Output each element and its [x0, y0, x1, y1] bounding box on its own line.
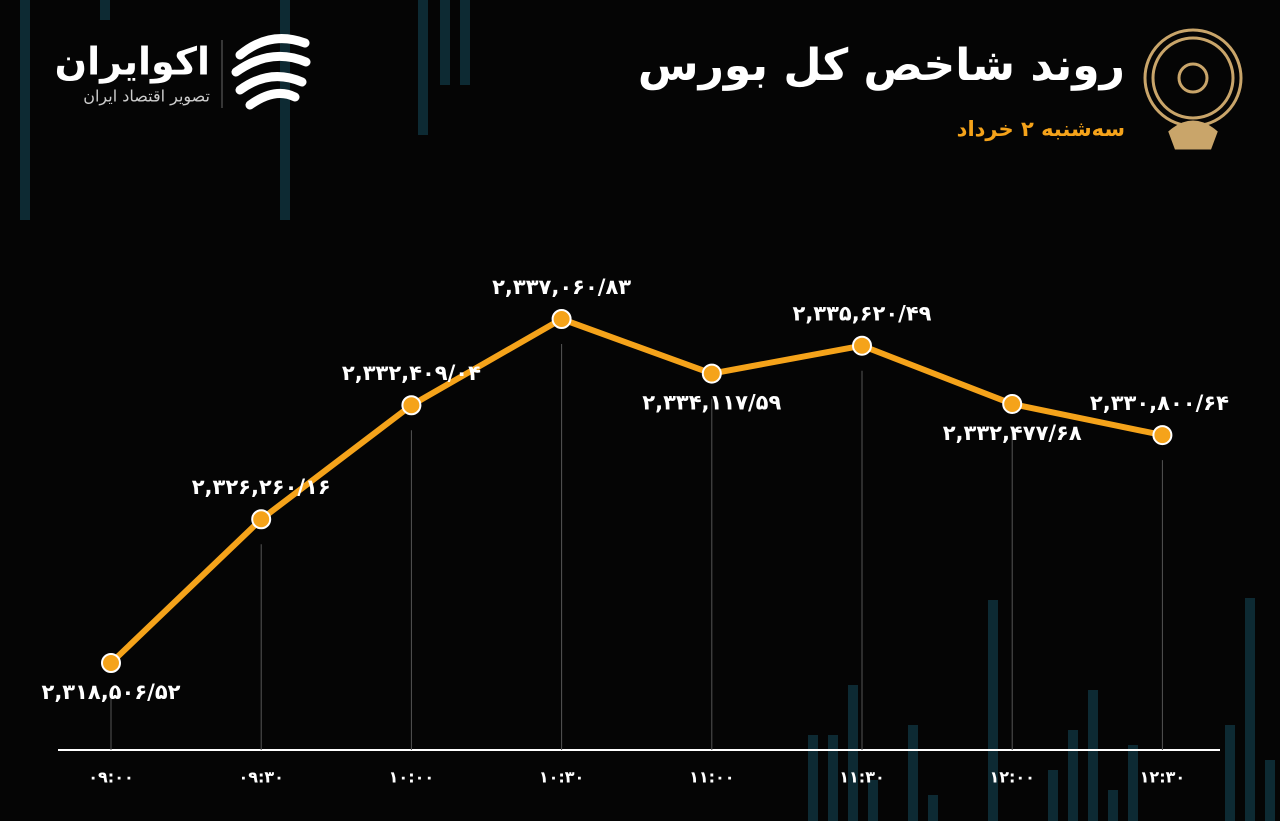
x-tick-label: ۱۰:۰۰	[389, 768, 434, 787]
x-tick-label: ۱۲:۰۰	[989, 768, 1034, 787]
brand: اکوایران	[55, 40, 210, 84]
value-label: ۲,۳۳۷,۰۶۰/۸۳	[492, 275, 631, 299]
point	[551, 309, 572, 329]
point	[1152, 425, 1173, 446]
exchange-emblem	[1143, 28, 1243, 150]
point	[401, 395, 422, 416]
x-tick-label: ۱۰:۳۰	[539, 768, 584, 787]
chart-title: روند شاخص کل بورس	[638, 40, 1125, 91]
value-label: ۲,۳۳۲,۴۷۷/۶۸	[943, 421, 1082, 445]
point	[101, 653, 121, 673]
line	[108, 316, 1164, 666]
value-label: ۲,۳۳۰,۸۰۰/۶۴	[1090, 391, 1229, 415]
value-label: ۲,۳۲۶,۲۶۰/۱۶	[192, 475, 331, 499]
point	[251, 509, 272, 530]
x-tick-label: ۰۹:۳۰	[238, 768, 283, 787]
background-bars	[20, 0, 1275, 821]
x-tick-label: ۰۹:۰۰	[88, 768, 133, 787]
chart-subtitle: سه‌شنبه ۲ خرداد	[957, 117, 1125, 141]
tagline: تصویر اقتصاد ایران	[83, 87, 210, 107]
brand-logo: اکوایران تصویر اقتصاد ایران	[55, 34, 311, 110]
x-tick-label: ۱۱:۳۰	[839, 768, 884, 787]
value-label: ۲,۳۱۸,۵۰۶/۵۲	[42, 680, 181, 704]
value-label: ۲,۳۳۵,۶۲۰/۴۹	[793, 302, 932, 326]
value-label: ۲,۳۳۲,۴۰۹/۰۴	[342, 361, 481, 385]
x-tick-label: ۱۱:۰۰	[689, 768, 734, 787]
value-label: ۲,۳۳۴,۱۱۷/۵۹	[642, 391, 781, 415]
point	[1002, 393, 1023, 414]
x-tick-label: ۱۲:۳۰	[1140, 768, 1185, 787]
point	[701, 363, 722, 384]
point	[852, 335, 872, 356]
